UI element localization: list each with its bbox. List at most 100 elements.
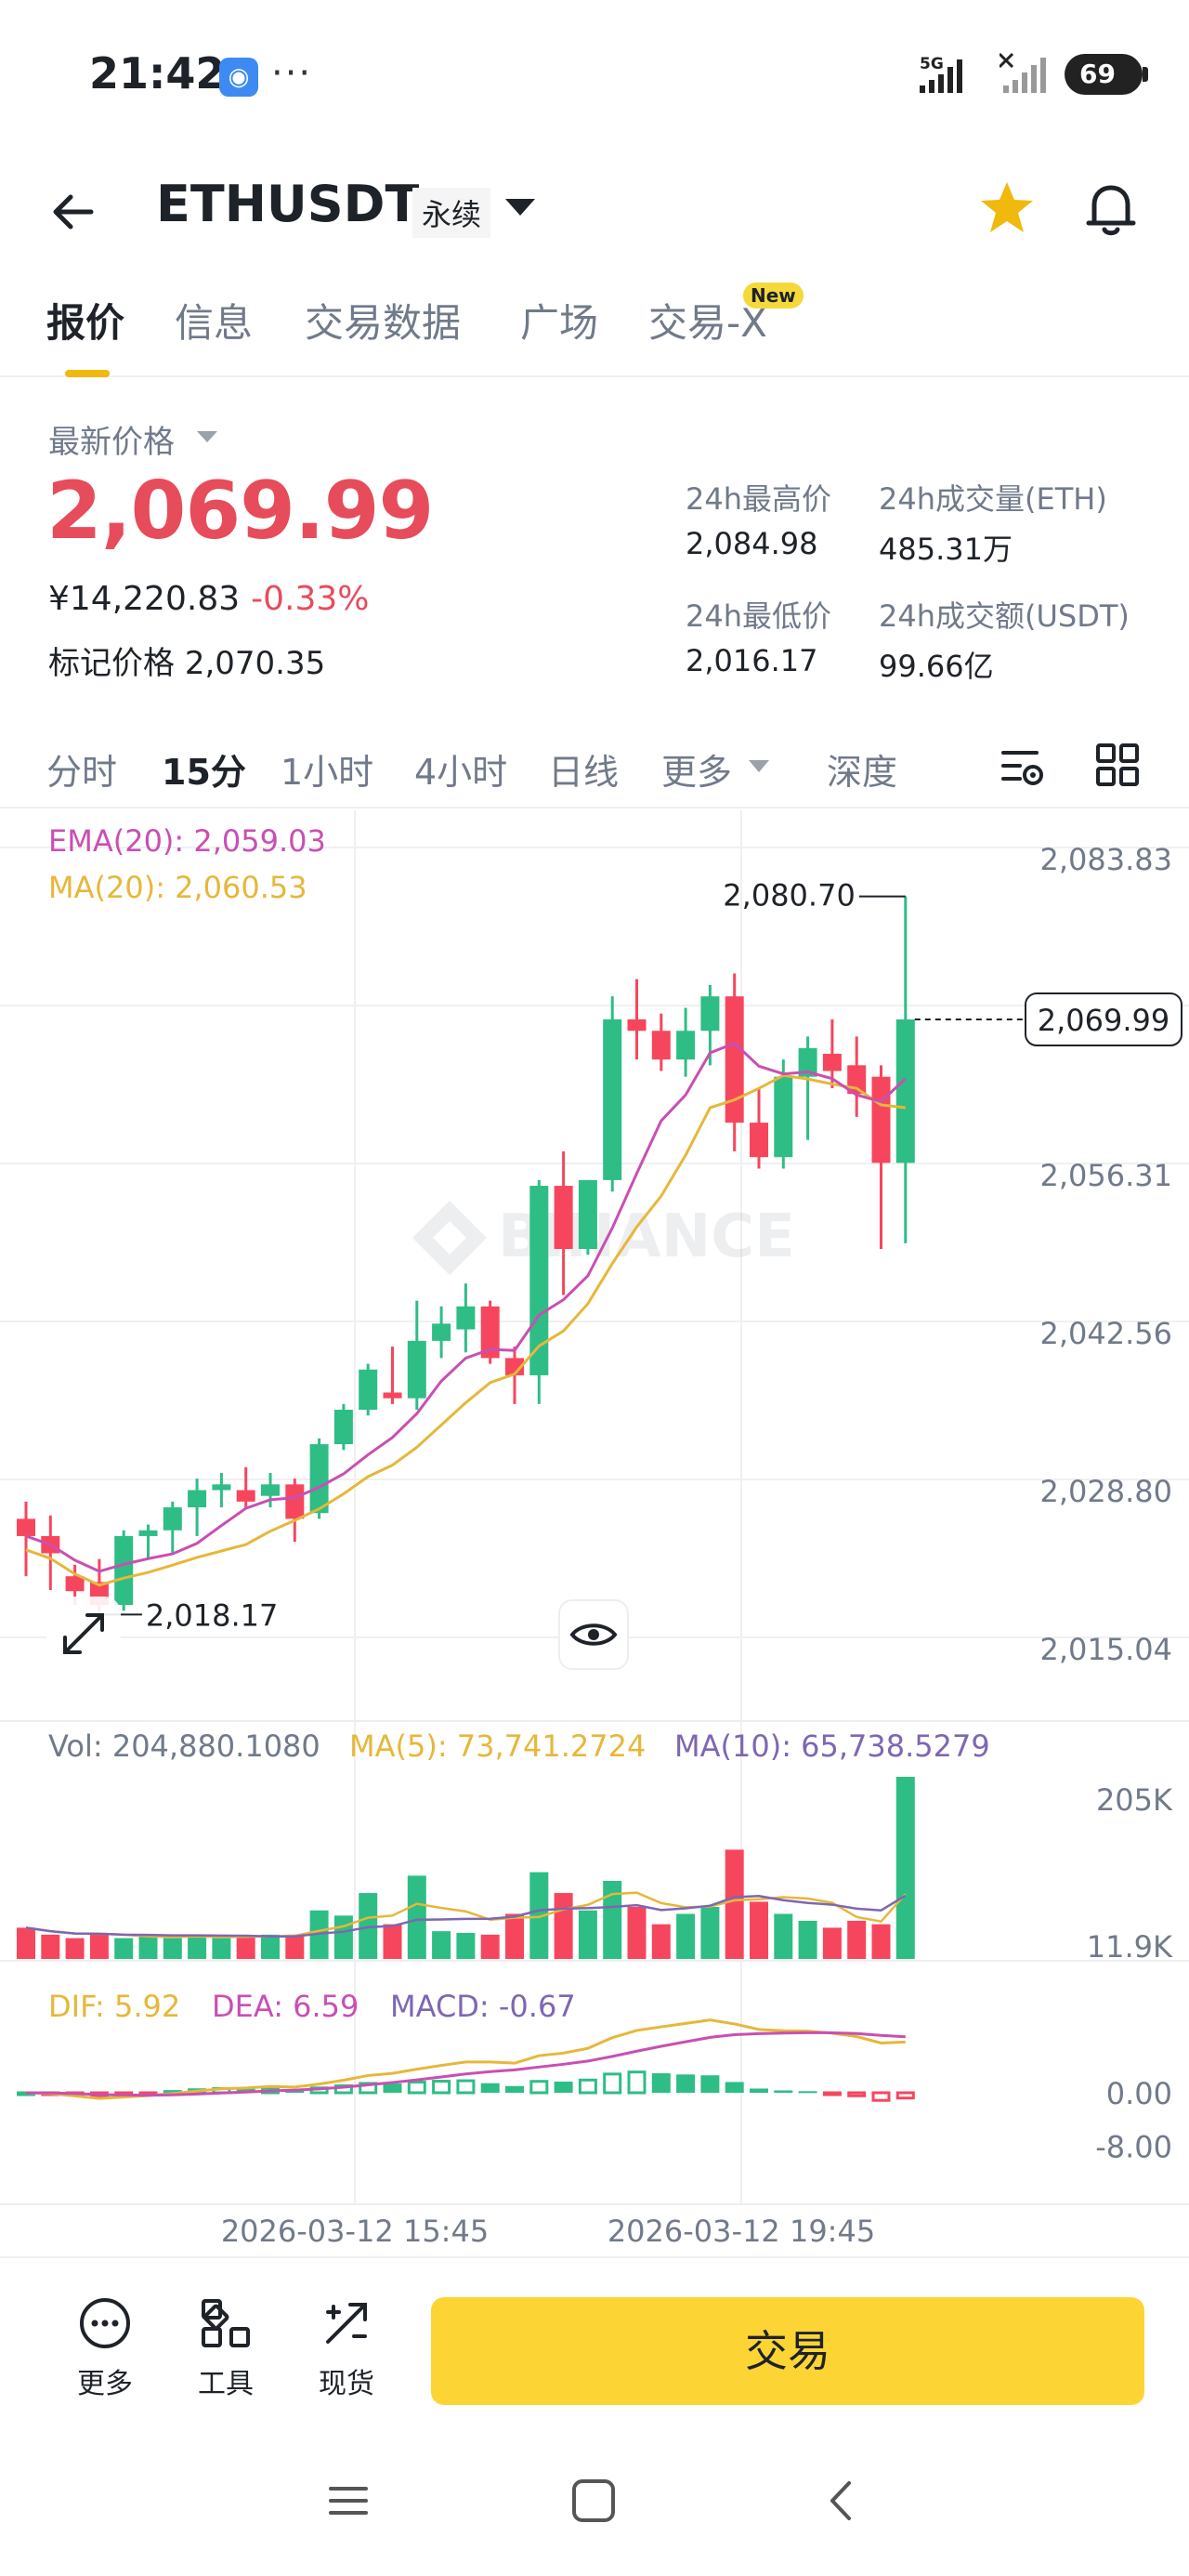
tab-square[interactable]: 广场 xyxy=(520,300,599,346)
macd-bar xyxy=(603,2072,622,2095)
cny-price: ¥14,220.83 xyxy=(48,580,241,618)
candle-body xyxy=(822,1053,842,1071)
candle-body xyxy=(285,1484,305,1519)
candle-body xyxy=(333,1410,353,1445)
more-button[interactable]: 更多 xyxy=(63,2295,147,2401)
macd-bar xyxy=(627,2070,647,2095)
time-axis-label: 2026-03-12 19:45 xyxy=(608,2214,875,2249)
low-marker-label: 2,018.17 xyxy=(146,1597,279,1633)
interval-1h[interactable]: 1小时 xyxy=(281,752,374,793)
eye-icon xyxy=(558,1599,629,1670)
caret-down-icon[interactable] xyxy=(749,760,769,772)
candle-body xyxy=(627,1019,647,1032)
volume-bar xyxy=(236,1936,255,1959)
candle-body xyxy=(456,1306,476,1330)
tab-bar: 报价 信息 交易数据 广场 交易-X New xyxy=(0,269,1189,377)
ma20-line xyxy=(25,1073,906,1587)
volume-bar xyxy=(212,1938,231,1959)
candle-body xyxy=(407,1340,426,1399)
bell-icon[interactable] xyxy=(1079,177,1143,240)
favorite-star-icon[interactable] xyxy=(977,178,1037,238)
macd-bar xyxy=(847,2091,867,2097)
macd-axis-label: 0.00 xyxy=(1106,2076,1172,2111)
volume-bar xyxy=(41,1934,60,1959)
volume-bar xyxy=(700,1907,720,1959)
ema20-line xyxy=(25,1041,907,1573)
depth-tab[interactable]: 深度 xyxy=(827,752,898,793)
volume-axis-label: 205K xyxy=(1096,1782,1173,1818)
macd-bar xyxy=(895,2091,915,2100)
volume-bar xyxy=(871,1924,891,1959)
tools-button[interactable]: 工具 xyxy=(184,2295,268,2401)
tab-trading-data[interactable]: 交易数据 xyxy=(305,300,462,346)
candle-body xyxy=(651,1031,671,1060)
kline-chart[interactable]: BINANCE 2,083.832,070.072,056.312,042.56… xyxy=(0,810,1189,2251)
high-label: 24h最高价 xyxy=(686,481,832,517)
dif-label: DIF: 5.92 xyxy=(48,1989,181,2024)
mark-price-label: 标记价格 xyxy=(48,645,175,682)
macd-label: MACD: -0.67 xyxy=(390,1989,576,2024)
back-nav-icon[interactable] xyxy=(817,2476,864,2526)
macd-bar xyxy=(700,2075,720,2093)
network-label: 5G xyxy=(920,55,944,73)
chart-canvas[interactable]: BINANCE 2,083.832,070.072,056.312,042.56… xyxy=(0,810,1189,2251)
price-axis-label: 2,015.04 xyxy=(1040,1632,1173,1667)
volume-bar xyxy=(17,1927,35,1959)
time-axis-label: 2026-03-12 15:45 xyxy=(221,2214,489,2249)
high-value: 2,084.98 xyxy=(686,526,818,561)
volume-bar xyxy=(822,1927,842,1959)
binance-watermark: BINANCE xyxy=(412,1201,795,1275)
macd-bar xyxy=(383,2083,402,2093)
symbol-title[interactable]: ETHUSDT xyxy=(156,175,420,233)
shield-app-icon: ◉ xyxy=(219,58,258,97)
interval-more[interactable]: 更多 xyxy=(661,752,733,793)
volume-bar xyxy=(603,1881,622,1959)
new-badge: New xyxy=(743,283,804,309)
layout-grid-icon[interactable] xyxy=(1094,742,1141,788)
volume-bar xyxy=(138,1936,158,1959)
last-price-label[interactable]: 最新价格 xyxy=(48,424,175,461)
trade-button[interactable]: 交易 xyxy=(431,2297,1144,2405)
caret-down-icon[interactable] xyxy=(197,431,217,442)
candle-body xyxy=(163,1507,182,1531)
candle-body xyxy=(871,1076,891,1163)
candle-body xyxy=(17,1518,35,1536)
vol-usdt-label: 24h成交额(USDT) xyxy=(879,598,1130,634)
macd-bar xyxy=(651,2073,671,2093)
dif-line xyxy=(25,2018,906,2100)
macd-bar xyxy=(432,2080,451,2095)
tab-info[interactable]: 信息 xyxy=(175,300,254,346)
last-price-tag xyxy=(1025,992,1182,1047)
spot-swap-icon xyxy=(326,2303,367,2344)
interval-1d[interactable]: 日线 xyxy=(548,752,620,793)
home-icon[interactable] xyxy=(568,2476,619,2526)
volume-bar xyxy=(89,1934,109,1959)
candle-body xyxy=(188,1490,207,1508)
chart-settings-icon[interactable] xyxy=(1000,743,1048,792)
macd-bar xyxy=(798,2091,817,2094)
macd-bar xyxy=(774,2090,793,2093)
status-time: 21:42 xyxy=(89,48,226,99)
tab-trade-x[interactable]: 交易-X xyxy=(648,300,767,346)
candle-body xyxy=(676,1031,696,1060)
price-axis-label: 2,042.56 xyxy=(1040,1316,1173,1351)
symbol-dropdown-icon[interactable] xyxy=(505,199,535,216)
tab-quotes[interactable]: 报价 xyxy=(46,300,125,346)
menu-icon[interactable] xyxy=(325,2477,372,2524)
candle-body xyxy=(578,1179,597,1250)
interval-timeline[interactable]: 分时 xyxy=(46,752,118,793)
last-price: 2,069.99 xyxy=(46,465,434,558)
spot-button[interactable]: 现货 xyxy=(305,2295,388,2401)
volume-bar xyxy=(65,1938,85,1959)
vol-ma10-label: MA(10): 65,738.5279 xyxy=(674,1728,990,1764)
vol-eth-label: 24h成交量(ETH) xyxy=(879,481,1107,517)
low-value: 2,016.17 xyxy=(686,643,818,678)
back-arrow-icon[interactable] xyxy=(46,184,102,240)
interval-4h[interactable]: 4小时 xyxy=(414,752,508,793)
macd-bar xyxy=(480,2083,500,2093)
interval-15m[interactable]: 15分 xyxy=(162,752,246,793)
macd-bar xyxy=(871,2091,891,2102)
tools-grid-icon xyxy=(202,2299,250,2347)
candle-body xyxy=(138,1530,158,1536)
candle-body xyxy=(798,1047,817,1077)
